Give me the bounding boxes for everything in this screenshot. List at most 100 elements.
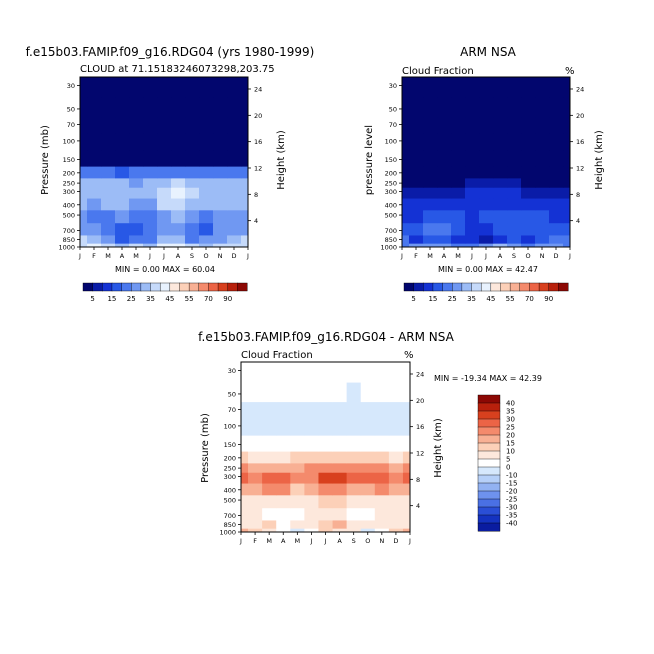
heatmap-cell: [157, 132, 172, 151]
x-tick-label: A: [337, 537, 342, 545]
heatmap-cell: [423, 97, 438, 118]
min-max-stats: MIN = 0.00 MAX = 42.47: [438, 265, 538, 274]
heatmap-cell: [87, 198, 102, 211]
colorbar-swatch: [477, 410, 501, 420]
panel-difference: f.e15b03.FAMIP.f09_g16.RDG04 - ARM NSA C…: [198, 330, 542, 545]
heatmap-cell: [199, 209, 214, 224]
heatmap-cell: [451, 235, 466, 244]
heatmap-cell: [129, 132, 144, 151]
heatmap-cell: [402, 435, 411, 452]
colorbar-swatch: [477, 466, 501, 476]
heatmap-cell: [521, 198, 536, 211]
heatmap-cell: [213, 150, 228, 167]
colorbar-swatch: [519, 282, 530, 292]
heatmap-cell: [143, 166, 158, 179]
heatmap-cell: [507, 166, 522, 179]
heatmap-cell: [101, 132, 116, 151]
heatmap-cell: [521, 116, 536, 134]
heatmap-cell: [276, 462, 291, 473]
colorbar-swatch: [471, 282, 482, 292]
heatmap-cell: [493, 177, 508, 188]
heatmap-cell: [332, 362, 348, 383]
heatmap-cell: [143, 150, 158, 167]
y-right-tick-label: 16: [416, 423, 424, 431]
heatmap-cell: [185, 187, 200, 199]
heatmap-cell: [129, 116, 144, 134]
heatmap-cell: [80, 132, 88, 151]
heatmap-cell: [388, 483, 404, 496]
heatmap-cell: [465, 177, 480, 188]
colorbar-label: 90: [223, 295, 232, 303]
heatmap-cell: [241, 382, 249, 403]
heatmap-cell: [332, 507, 348, 521]
heatmap-cell: [549, 166, 564, 179]
y-right-tick-label: 24: [416, 370, 424, 378]
heatmap-cell: [465, 166, 480, 179]
heatmap-cell: [451, 243, 466, 248]
heatmap-cell: [409, 198, 424, 211]
heatmap-cell: [290, 382, 305, 403]
heatmap-cell: [199, 150, 214, 167]
heatmap-cell: [402, 177, 410, 188]
heatmap-cell: [115, 132, 130, 151]
y-right-tick-label: 20: [576, 112, 584, 120]
heatmap-cell: [241, 483, 249, 496]
y-tick-label: 1000: [219, 529, 236, 537]
heatmap-cell: [241, 222, 249, 236]
heatmap-cell: [465, 77, 480, 98]
heatmap-cell: [157, 198, 172, 211]
heatmap-cell: [388, 520, 404, 529]
heatmap-cell: [129, 198, 144, 211]
heatmap-cell: [479, 209, 494, 224]
heatmap-cell: [248, 382, 263, 403]
heatmap-cell: [465, 116, 480, 134]
heatmap-cell: [241, 472, 249, 484]
heatmap-cell: [479, 97, 494, 118]
heatmap-cell: [157, 177, 172, 188]
colorbar-swatch: [432, 282, 444, 292]
colorbar-swatch: [198, 282, 209, 292]
heatmap-cell: [493, 116, 508, 134]
x-tick-label: F: [92, 252, 96, 260]
heatmap-cell: [318, 462, 333, 473]
heatmap-cell: [374, 494, 390, 509]
y-tick-label: 50: [389, 105, 397, 113]
heatmap-cell: [437, 116, 452, 134]
colorbar-swatch: [529, 282, 540, 292]
heatmap-cell: [213, 116, 228, 134]
heatmap-cell: [80, 235, 88, 244]
heatmap-cell: [101, 222, 116, 236]
heatmap-cell: [451, 222, 466, 236]
heatmap-cell: [563, 166, 571, 179]
heatmap-cell: [304, 528, 319, 533]
colorbar-label: 10: [506, 448, 515, 456]
heatmap-cell: [241, 177, 249, 188]
panel-title: ARM NSA: [460, 45, 517, 59]
heatmap-cell: [87, 116, 102, 134]
colorbar-label: 5: [411, 295, 415, 303]
colorbar-label: 35: [467, 295, 476, 303]
heatmap-cell: [101, 243, 116, 248]
y-tick-label: 200: [385, 169, 397, 177]
heatmap-cell: [199, 166, 214, 179]
panel-arm-nsa: ARM NSA Cloud Fraction % J F M A M J J A S O N D J30…: [364, 45, 605, 274]
heatmap-cell: [87, 243, 102, 248]
heatmap-cell: [507, 132, 522, 151]
heatmap-cell: [360, 507, 376, 521]
heatmap-cell: [227, 243, 242, 248]
heatmap-cell: [157, 222, 172, 236]
colorbar-swatch: [477, 426, 501, 436]
heatmap-cell: [360, 417, 376, 436]
heatmap-cell: [171, 198, 186, 211]
x-tick-label: M: [266, 537, 272, 545]
heatmap-cell: [465, 198, 480, 211]
heatmap-cell: [451, 177, 466, 188]
colorbar-swatch: [140, 282, 152, 292]
heatmap-cell: [360, 483, 376, 496]
heatmap-cell: [479, 166, 494, 179]
heatmap-cell: [346, 520, 362, 529]
heatmap-cell: [388, 417, 404, 436]
heatmap-cell: [409, 209, 424, 224]
heatmap-cell: [290, 520, 305, 529]
colorbar-swatch: [423, 282, 434, 292]
